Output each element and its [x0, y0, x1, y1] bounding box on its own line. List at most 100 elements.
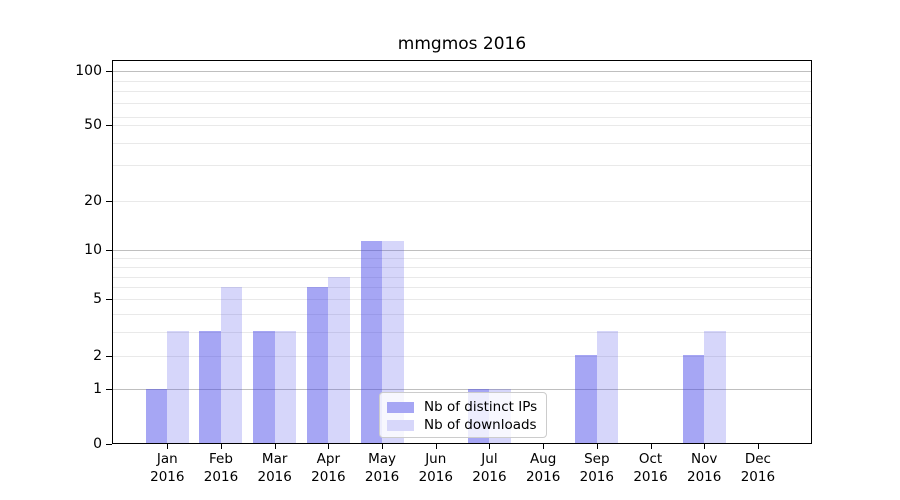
legend-label-downloads: Nb of downloads: [424, 417, 537, 433]
x-tick-year: 2016: [203, 468, 239, 485]
x-tick-mark: [435, 444, 437, 449]
x-tick-label: Jul 2016: [457, 451, 521, 486]
minor-gridline: [113, 125, 811, 126]
legend-label-ips: Nb of distinct IPs: [424, 399, 538, 415]
x-tick-year: 2016: [525, 468, 561, 485]
x-tick-month: Dec: [744, 451, 771, 467]
x-tick-month: Mar: [261, 451, 288, 467]
x-tick-label: Nov 2016: [672, 451, 736, 486]
y-tick-mark: [106, 250, 112, 251]
x-tick-month: Nov: [691, 451, 718, 467]
x-tick-mark: [167, 444, 169, 449]
x-tick-mark: [543, 444, 545, 449]
x-tick-mark: [704, 444, 706, 449]
minor-gridline: [113, 331, 811, 333]
x-tick-month: Jun: [425, 451, 447, 467]
x-tick-mark: [328, 444, 330, 449]
minor-gridline: [113, 103, 811, 104]
minor-gridline: [113, 355, 811, 357]
minor-gridline: [113, 258, 811, 259]
y-tick-mark: [106, 71, 112, 72]
bar-distinct-ips: [253, 331, 275, 443]
x-tick-label: Aug 2016: [511, 451, 575, 486]
plot-area: Nb of distinct IPs Nb of downloads: [112, 60, 812, 444]
bar-distinct-ips: [682, 355, 705, 443]
bar-downloads: [704, 331, 726, 443]
x-tick-month: Oct: [638, 451, 663, 467]
bar-downloads: [274, 331, 297, 443]
x-tick-mark: [274, 444, 276, 449]
bar-downloads: [167, 331, 189, 443]
x-tick-label: Jan 2016: [135, 451, 199, 486]
x-tick-year: 2016: [311, 468, 346, 485]
y-tick-mark: [106, 389, 112, 391]
bar-downloads: [220, 286, 243, 443]
x-tick-label: Sep 2016: [565, 451, 629, 486]
x-tick-mark: [489, 444, 491, 449]
legend-swatch-downloads: [387, 419, 414, 431]
x-tick-year: 2016: [687, 468, 722, 485]
legend-swatch-ips: [387, 401, 414, 413]
x-tick-year: 2016: [418, 468, 453, 485]
x-tick-year: 2016: [740, 468, 776, 485]
x-tick-label: Dec 2016: [726, 451, 790, 486]
x-tick-month: Apr: [316, 451, 341, 467]
minor-gridline: [113, 287, 811, 289]
y-tick-label: 2: [93, 347, 102, 364]
x-tick-mark: [596, 444, 598, 449]
minor-gridline: [113, 91, 811, 92]
y-tick-label: 20: [84, 192, 102, 209]
x-tick-mark: [220, 444, 222, 449]
y-tick-label: 50: [84, 117, 102, 133]
x-tick-mark: [382, 444, 384, 449]
bar-distinct-ips: [145, 388, 168, 443]
bar-distinct-ips: [199, 331, 221, 443]
x-tick-label: Oct 2016: [619, 451, 683, 486]
legend-item-distinct-ips: Nb of distinct IPs: [387, 398, 538, 416]
bar-distinct-ips: [306, 286, 329, 443]
y-tick-label: 0: [93, 435, 102, 452]
legend-item-downloads: Nb of downloads: [387, 416, 538, 434]
y-tick-label: 10: [84, 242, 102, 258]
x-tick-month: May: [368, 451, 396, 467]
minor-gridline: [113, 277, 811, 278]
legend: Nb of distinct IPs Nb of downloads: [379, 392, 547, 438]
x-tick-year: 2016: [364, 468, 400, 485]
x-tick-month: Aug: [529, 451, 557, 467]
x-tick-mark: [757, 444, 759, 449]
major-gridline: [113, 71, 811, 72]
x-tick-year: 2016: [150, 468, 185, 485]
y-tick-mark: [106, 299, 112, 300]
x-tick-year: 2016: [633, 468, 668, 485]
bar-distinct-ips: [360, 241, 383, 443]
minor-gridline: [113, 143, 811, 144]
x-tick-label: Apr 2016: [296, 451, 360, 486]
y-tick-mark: [106, 443, 112, 445]
major-gridline: [113, 389, 811, 391]
minor-gridline: [113, 200, 811, 202]
bar-downloads: [596, 331, 619, 443]
x-tick-label: Mar 2016: [243, 451, 307, 486]
minor-gridline: [113, 116, 811, 118]
minor-gridline: [113, 165, 811, 166]
x-tick-mark: [650, 444, 652, 449]
x-tick-year: 2016: [472, 468, 507, 485]
y-tick-label: 5: [93, 291, 102, 307]
x-tick-label: Jun 2016: [404, 451, 468, 486]
bar-distinct-ips: [575, 355, 597, 443]
x-tick-month: Jul: [481, 451, 498, 467]
x-tick-month: Jan: [156, 451, 178, 467]
major-gridline: [113, 250, 811, 251]
y-tick-mark: [106, 125, 112, 126]
y-tick-label: 100: [75, 63, 102, 79]
minor-gridline: [113, 81, 811, 82]
bar-downloads: [328, 276, 350, 443]
minor-gridline: [113, 299, 811, 300]
x-tick-label: Feb 2016: [189, 451, 253, 486]
minor-gridline: [113, 267, 811, 268]
minor-gridline: [113, 313, 811, 315]
x-tick-month: Sep: [584, 451, 610, 467]
x-tick-label: May 2016: [350, 451, 414, 486]
x-tick-year: 2016: [257, 468, 292, 485]
